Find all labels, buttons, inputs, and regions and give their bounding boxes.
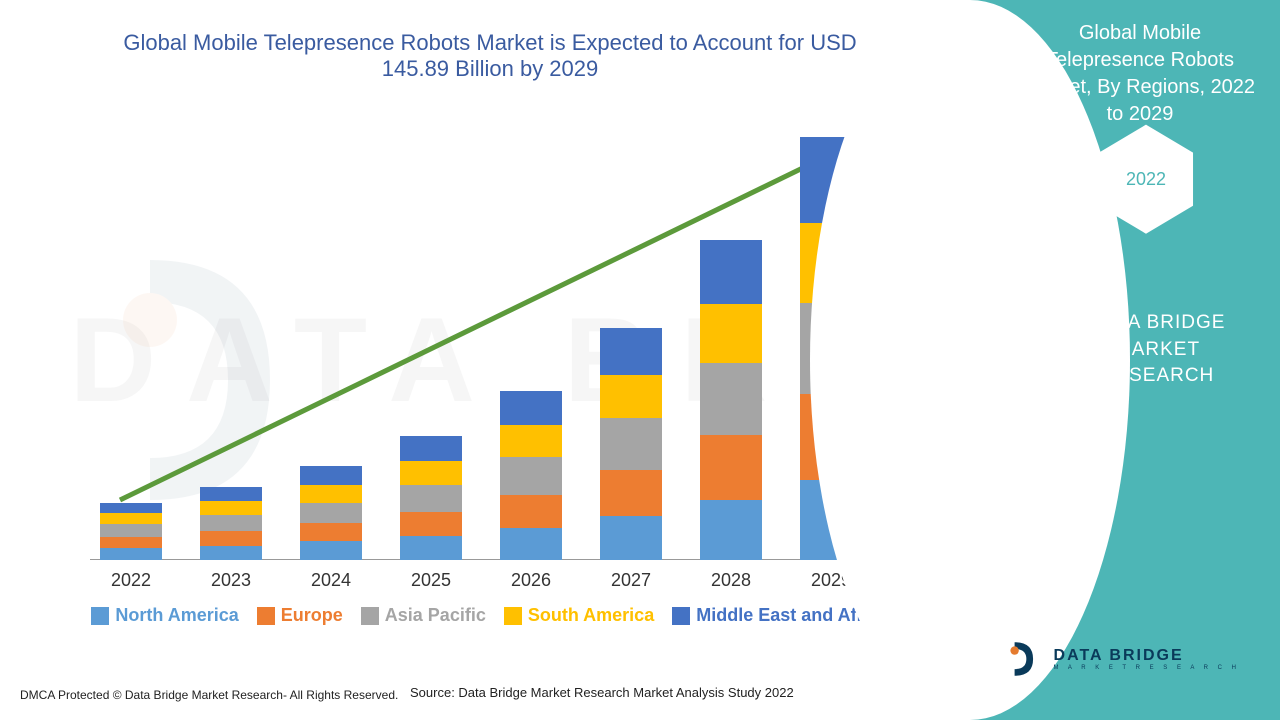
seg-asia-pacific <box>600 418 662 470</box>
xlabel: 2023 <box>200 560 262 591</box>
seg-north-america <box>100 548 162 560</box>
xlabel: 2024 <box>300 560 362 591</box>
seg-south-america <box>100 513 162 524</box>
xlabel: 2022 <box>100 560 162 591</box>
bar-2024: 2024 <box>300 466 362 560</box>
seg-north-america <box>200 546 262 560</box>
seg-south-america <box>400 461 462 485</box>
bar-2025: 2025 <box>400 436 462 560</box>
legend-item: South America <box>504 605 654 626</box>
seg-asia-pacific <box>700 363 762 435</box>
legend-swatch <box>672 607 690 625</box>
legend-swatch <box>504 607 522 625</box>
seg-south-america <box>700 304 762 364</box>
hex-b-label: 2022 <box>1126 169 1166 190</box>
chart-plot: 20222023202420252026202720282029 <box>90 130 890 560</box>
seg-north-america <box>400 536 462 560</box>
seg-south-america <box>300 485 362 503</box>
seg-europe <box>500 495 562 528</box>
seg-europe <box>200 531 262 545</box>
logo-text: DATA BRIDGE M A R K E T R E S E A R C H <box>1054 647 1240 671</box>
chart-title: Global Mobile Telepresence Robots Market… <box>0 0 980 92</box>
seg-north-america <box>500 528 562 560</box>
seg-asia-pacific <box>300 503 362 524</box>
bar-2026: 2026 <box>500 391 562 560</box>
footer-source: Source: Data Bridge Market Research Mark… <box>410 685 794 700</box>
legend-label: Asia Pacific <box>385 605 486 626</box>
legend-item: Asia Pacific <box>361 605 486 626</box>
bar-2022: 2022 <box>100 503 162 560</box>
logo-line1: DATA BRIDGE <box>1054 647 1240 665</box>
xlabel: 2028 <box>700 560 762 591</box>
seg-middle-east-and-africa <box>200 487 262 501</box>
bar-2027: 2027 <box>600 328 662 560</box>
side-title: Global Mobile Telepresence Robots Market… <box>1020 20 1260 128</box>
seg-europe <box>300 523 362 541</box>
seg-europe <box>100 537 162 548</box>
chart-legend: North America Europe Asia Pacific South Ame… <box>60 605 920 626</box>
xlabel: 2025 <box>400 560 462 591</box>
footer-copyright: DMCA Protected © Data Bridge Market Rese… <box>20 688 398 702</box>
logo: DATA BRIDGE M A R K E T R E S E A R C H <box>1002 638 1240 680</box>
seg-asia-pacific <box>200 515 262 531</box>
side-brand-text: DATA BRIDGE MARKET RESEARCH <box>1060 310 1255 390</box>
seg-europe <box>700 435 762 500</box>
seg-middle-east-and-africa <box>600 328 662 374</box>
seg-middle-east-and-africa <box>400 436 462 461</box>
seg-south-america <box>600 375 662 419</box>
seg-north-america <box>700 500 762 560</box>
xlabel: 2027 <box>600 560 662 591</box>
seg-asia-pacific <box>400 485 462 512</box>
bar-2028: 2028 <box>700 240 762 560</box>
seg-north-america <box>300 541 362 560</box>
seg-middle-east-and-africa <box>100 503 162 513</box>
logo-mark-icon <box>1002 638 1044 680</box>
seg-south-america <box>500 425 562 457</box>
legend-label: South America <box>528 605 654 626</box>
legend-item: North America <box>91 605 238 626</box>
legend-item: Europe <box>257 605 343 626</box>
logo-line2: M A R K E T R E S E A R C H <box>1054 665 1240 671</box>
seg-asia-pacific <box>500 457 562 495</box>
legend-swatch <box>257 607 275 625</box>
legend-swatch <box>91 607 109 625</box>
seg-north-america <box>600 516 662 560</box>
xlabel: 2026 <box>500 560 562 591</box>
legend-swatch <box>361 607 379 625</box>
legend-label: North America <box>115 605 238 626</box>
seg-middle-east-and-africa <box>500 391 562 424</box>
seg-middle-east-and-africa <box>300 466 362 485</box>
side-panel: Global Mobile Telepresence Robots Market… <box>970 0 1280 720</box>
hex-a-label: 2029 <box>1048 205 1088 226</box>
seg-europe <box>600 470 662 516</box>
hex-year-b: 2022 <box>1098 124 1194 234</box>
hexagon-years: 2029 2022 <box>1020 130 1220 270</box>
seg-middle-east-and-africa <box>700 240 762 304</box>
seg-europe <box>400 512 462 536</box>
seg-south-america <box>200 501 262 515</box>
seg-asia-pacific <box>100 524 162 537</box>
bar-2023: 2023 <box>200 487 262 560</box>
legend-label: Europe <box>281 605 343 626</box>
